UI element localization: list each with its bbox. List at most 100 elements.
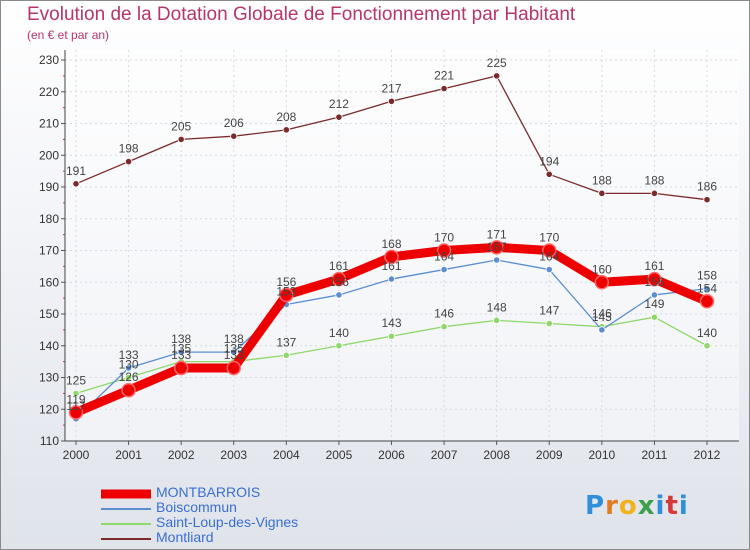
- data-label: 167: [487, 240, 507, 254]
- x-tick-label: 2001: [115, 448, 142, 462]
- data-point: [230, 348, 238, 356]
- data-label: 140: [329, 326, 349, 340]
- data-point: [331, 271, 347, 287]
- data-point: [440, 265, 448, 274]
- data-point: [493, 256, 501, 264]
- data-point: [493, 72, 501, 80]
- data-label: 191: [66, 164, 86, 178]
- data-label: 160: [592, 262, 612, 276]
- data-label: 186: [697, 180, 717, 194]
- data-point: [493, 316, 501, 324]
- data-point: [282, 351, 290, 359]
- data-label: 208: [276, 110, 296, 124]
- data-point: [594, 275, 610, 290]
- data-point: [177, 348, 185, 356]
- data-label: 130: [119, 358, 139, 372]
- data-label: 138: [224, 332, 244, 346]
- data-point: [335, 291, 343, 299]
- y-tick-label: 170: [39, 244, 59, 258]
- legend-swatch: [101, 537, 151, 540]
- data-label: 221: [434, 69, 454, 83]
- x-tick-label: 2002: [168, 448, 195, 462]
- legend-swatch: [101, 489, 151, 498]
- data-label: 146: [592, 307, 612, 321]
- data-label: 145: [592, 310, 612, 324]
- data-label: 153: [276, 284, 296, 298]
- data-label: 156: [329, 275, 349, 289]
- data-point: [226, 360, 241, 376]
- data-point: [177, 135, 185, 143]
- data-label: 133: [119, 348, 139, 362]
- data-point: [121, 382, 136, 398]
- data-label: 119: [66, 392, 85, 406]
- y-tick-label: 180: [39, 212, 59, 226]
- data-point: [650, 291, 659, 299]
- data-label: 171: [487, 227, 507, 241]
- data-point: [124, 364, 133, 372]
- data-point: [387, 97, 396, 105]
- data-point: [699, 294, 715, 309]
- y-tick-label: 120: [39, 402, 59, 416]
- data-point: [703, 284, 711, 293]
- data-label: 164: [434, 250, 454, 264]
- x-tick-label: 2007: [431, 448, 458, 462]
- data-label: 156: [644, 275, 664, 289]
- data-point: [282, 126, 290, 134]
- data-point: [703, 196, 711, 204]
- data-label: 161: [381, 259, 401, 273]
- data-point: [335, 113, 343, 121]
- data-label: 206: [224, 116, 244, 130]
- data-point: [72, 180, 80, 188]
- data-label: 205: [171, 119, 191, 133]
- data-point: [387, 275, 396, 283]
- legend-swatch: [101, 507, 151, 510]
- data-label: 147: [539, 304, 559, 318]
- data-point: [545, 319, 553, 328]
- data-point: [650, 189, 659, 197]
- data-point: [650, 313, 659, 321]
- data-point: [335, 342, 343, 350]
- data-label: 161: [644, 259, 664, 273]
- data-point: [387, 332, 396, 340]
- data-label: 135: [224, 342, 244, 356]
- chart-title: Evolution de la Dotation Globale de Fonc…: [27, 4, 576, 25]
- data-point: [124, 373, 133, 382]
- x-tick-label: 2008: [483, 448, 510, 462]
- data-label: 198: [119, 142, 139, 156]
- data-label: 143: [381, 316, 401, 330]
- data-point: [647, 271, 662, 287]
- data-label: 164: [539, 250, 559, 264]
- data-point: [436, 243, 452, 258]
- data-label: 138: [171, 332, 191, 346]
- x-tick-label: 2004: [273, 448, 300, 462]
- y-tick-label: 220: [39, 85, 59, 99]
- y-tick-label: 190: [39, 180, 59, 194]
- data-point: [545, 170, 553, 178]
- y-tick-label: 110: [40, 434, 59, 448]
- data-point: [545, 265, 553, 274]
- data-label: 117: [66, 399, 85, 413]
- data-label: 146: [434, 307, 454, 321]
- data-label: 125: [66, 373, 86, 387]
- data-point: [384, 249, 399, 265]
- data-label: 161: [329, 259, 349, 273]
- x-tick-label: 2003: [220, 448, 247, 462]
- proxiti-logo: Proxiti: [585, 491, 689, 521]
- chart-subtitle: (en € et par an): [27, 28, 110, 42]
- legend-label: MONTBARROIS: [156, 484, 261, 500]
- legend-label: Montliard: [156, 529, 214, 545]
- data-label: 212: [329, 97, 349, 111]
- data-label: 188: [592, 173, 612, 187]
- plot-area: [65, 50, 739, 441]
- data-label: 168: [381, 237, 401, 251]
- data-point: [72, 389, 80, 397]
- x-tick-label: 2011: [642, 448, 668, 462]
- data-label: 135: [171, 342, 191, 356]
- data-label: 188: [644, 173, 664, 187]
- data-label: 154: [697, 281, 717, 295]
- x-tick-label: 2005: [326, 448, 353, 462]
- legend-label: Saint-Loup-des-Vignes: [156, 514, 299, 530]
- data-point: [440, 323, 448, 331]
